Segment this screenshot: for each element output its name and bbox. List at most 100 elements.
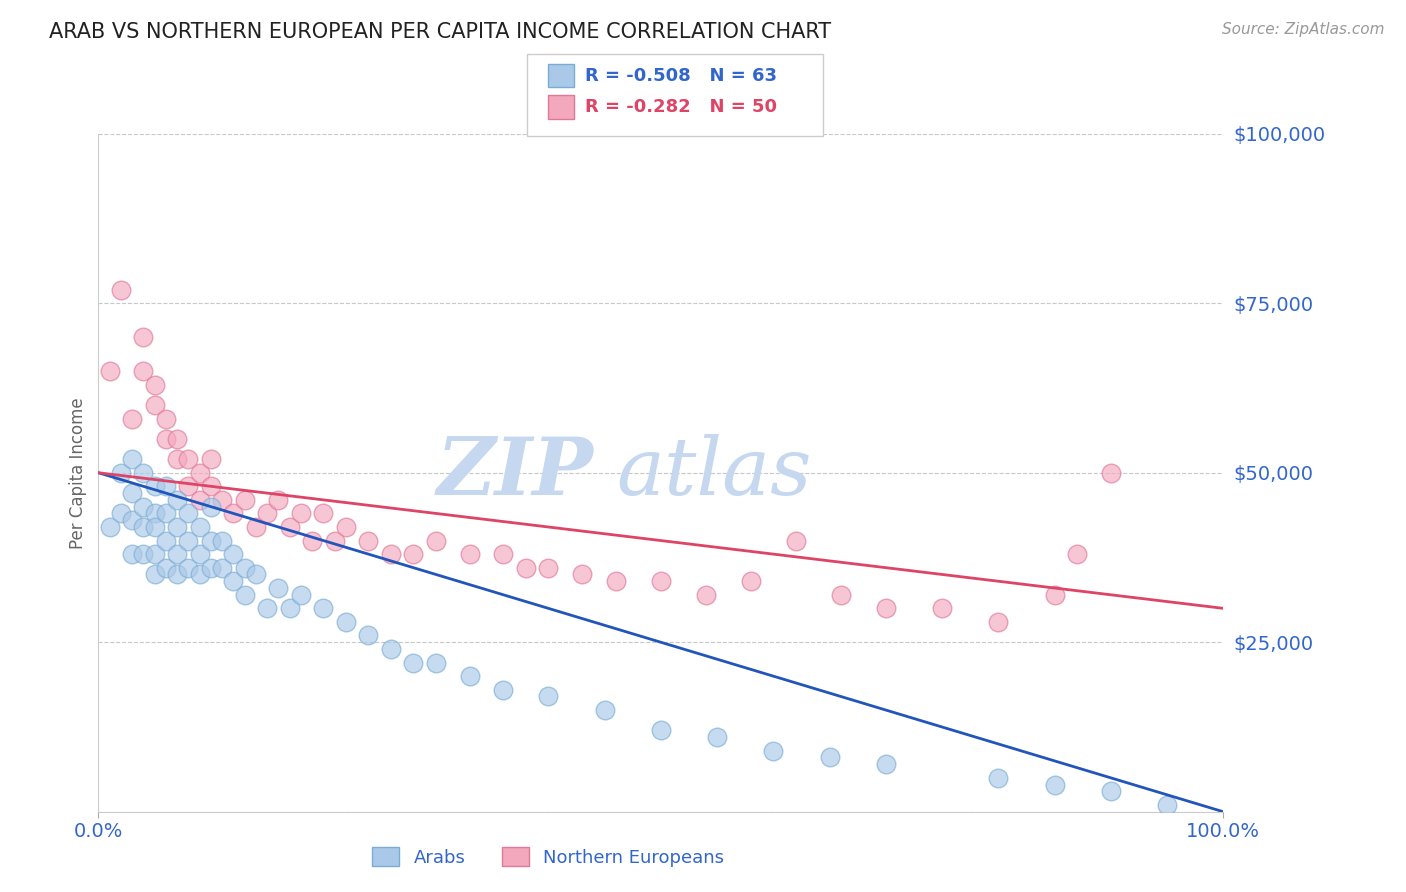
Y-axis label: Per Capita Income: Per Capita Income [69,397,87,549]
Point [166,492,188,507]
Point [402,547,425,561]
Point [267,492,290,507]
Text: ARAB VS NORTHERN EUROPEAN PER CAPITA INCOME CORRELATION CHART: ARAB VS NORTHERN EUROPEAN PER CAPITA INC… [49,22,831,42]
Point [155,432,177,446]
Point [245,520,267,534]
Point [211,492,233,507]
Point [166,432,188,446]
Point [132,547,155,561]
Point [571,567,593,582]
Point [143,520,166,534]
Point [166,567,188,582]
Point [166,520,188,534]
Point [222,507,245,521]
Point [740,574,762,589]
Point [222,574,245,589]
Point [233,492,256,507]
Point [1043,778,1066,792]
Point [323,533,346,548]
Point [875,601,897,615]
Point [650,574,672,589]
Point [987,615,1010,629]
Point [155,560,177,574]
Point [335,520,357,534]
Point [155,507,177,521]
Text: atlas: atlas [616,434,811,511]
Point [233,560,256,574]
Point [222,547,245,561]
Point [605,574,627,589]
Point [931,601,953,615]
Point [830,588,852,602]
Point [132,500,155,514]
Point [143,377,166,392]
Point [593,703,616,717]
Point [706,730,728,744]
Point [425,656,447,670]
Point [211,533,233,548]
Point [177,479,200,493]
Point [278,520,301,534]
Point [380,547,402,561]
Point [211,560,233,574]
Point [1156,797,1178,812]
Point [143,567,166,582]
Point [1099,466,1122,480]
Point [143,507,166,521]
Point [110,466,132,480]
Point [357,628,380,642]
Point [166,452,188,467]
Point [650,723,672,738]
Point [132,364,155,378]
Point [188,466,211,480]
Point [200,452,222,467]
Point [143,547,166,561]
Point [492,682,515,697]
Point [155,479,177,493]
Text: R = -0.282   N = 50: R = -0.282 N = 50 [585,98,778,116]
Point [132,330,155,344]
Point [155,411,177,425]
Point [1099,784,1122,798]
Text: Source: ZipAtlas.com: Source: ZipAtlas.com [1222,22,1385,37]
Point [256,601,278,615]
Point [1066,547,1088,561]
Point [818,750,841,764]
Point [121,486,143,500]
Point [200,500,222,514]
Point [121,547,143,561]
Point [1043,588,1066,602]
Point [188,567,211,582]
Point [188,547,211,561]
Legend: Arabs, Northern Europeans: Arabs, Northern Europeans [366,840,731,874]
Point [188,492,211,507]
Point [98,364,121,378]
Point [267,581,290,595]
Point [143,398,166,412]
Point [380,642,402,657]
Point [132,520,155,534]
Point [256,507,278,521]
Point [312,507,335,521]
Point [233,588,256,602]
Point [515,560,537,574]
Point [143,479,166,493]
Point [188,520,211,534]
Point [177,452,200,467]
Point [458,547,481,561]
Point [110,507,132,521]
Point [335,615,357,629]
Point [875,757,897,772]
Point [987,771,1010,785]
Point [290,588,312,602]
Point [290,507,312,521]
Point [121,452,143,467]
Point [785,533,807,548]
Point [98,520,121,534]
Point [110,283,132,297]
Point [301,533,323,548]
Point [132,466,155,480]
Point [762,744,785,758]
Point [121,411,143,425]
Point [492,547,515,561]
